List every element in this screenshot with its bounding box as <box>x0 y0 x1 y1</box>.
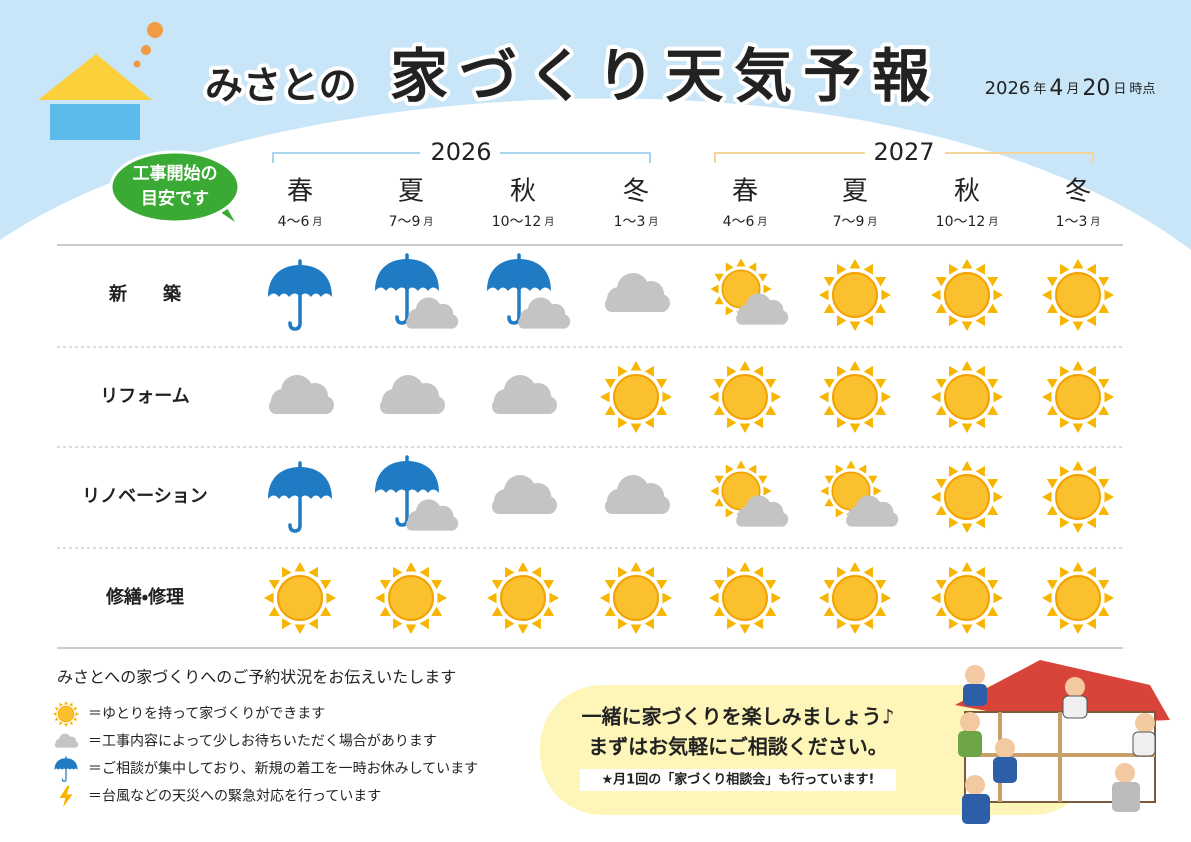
callout-note: ★月1回の「家づくり相談会」も行っています! <box>602 772 875 788</box>
month-unit: 月 <box>867 216 877 228</box>
legend-text: ＝ご相談が集中しており、新規の着工を一時お休みしています <box>88 760 478 777</box>
row-label: 新 築 <box>108 283 182 305</box>
row-label: リノベーション <box>82 486 208 507</box>
month-unit: 月 <box>1090 216 1100 228</box>
legend-heading: みさとへの家づくりへのご予約状況をお伝えいたします <box>57 668 456 687</box>
legend-text: ＝工事内容によって少しお待ちいただく場合があります <box>88 733 437 750</box>
month-range: 7～9 月 <box>389 214 434 230</box>
callout-text: 一緒に家づくりを楽しみましょう♪ <box>582 705 895 729</box>
month-range-value: 1～3 <box>614 214 646 230</box>
month-unit: 月 <box>988 216 998 228</box>
year-label: 2027 <box>873 138 934 166</box>
date-unit: 月 <box>1066 82 1079 97</box>
season: 春 <box>287 177 313 207</box>
season: 秋 <box>954 177 980 207</box>
month-range-value: 10～12 <box>936 214 986 230</box>
month-range-value: 4～6 <box>723 214 755 230</box>
month-range: 10～12 月 <box>936 214 999 230</box>
month-unit: 月 <box>757 216 767 228</box>
legend-text: ＝台風などの天災への緊急対応を行っています <box>88 789 381 805</box>
illustration <box>955 660 1170 824</box>
year-brackets <box>272 152 1094 163</box>
season: 夏 <box>398 177 424 207</box>
month-range-value: 1～3 <box>1056 214 1088 230</box>
season: 秋 <box>510 177 536 207</box>
year-label: 2026 <box>430 138 491 166</box>
month-range: 1～3 月 <box>1056 214 1101 230</box>
badge-text: 目安です <box>141 188 209 209</box>
season: 夏 <box>842 177 868 207</box>
date-month: 4 <box>1049 76 1063 101</box>
month-unit: 月 <box>648 216 658 228</box>
season: 春 <box>732 177 758 207</box>
month-range-value: 10～12 <box>492 214 542 230</box>
row-label: リフォーム <box>100 386 189 407</box>
logo <box>38 22 163 140</box>
row-label: 修繕・修理 <box>105 586 184 608</box>
title-small: みさとの <box>205 64 357 108</box>
date-year: 2026 <box>985 78 1031 99</box>
date-unit: 日 <box>1113 82 1126 97</box>
date: 2026 年 4 月 20 日時点 <box>985 76 1156 101</box>
month-range: 4～6 月 <box>723 214 768 230</box>
month-range: 7～9 月 <box>833 214 878 230</box>
callout: 一緒に家づくりを楽しみましょう♪ まずはお気軽にご相談ください。 ★月1回の「家… <box>540 685 1095 815</box>
month-range: 1～3 月 <box>614 214 659 230</box>
month-unit: 月 <box>423 216 433 228</box>
legend: ＝ゆとりを持って家づくりができます ＝工事内容によって少しお待ちいただく場合があり… <box>52 700 478 808</box>
month-range-value: 4～6 <box>278 214 310 230</box>
month-range: 4～6 月 <box>278 214 323 230</box>
month-range-value: 7～9 <box>833 214 865 230</box>
date-day: 20 <box>1082 76 1110 101</box>
month-unit: 月 <box>312 216 322 228</box>
date-suffix: 時点 <box>1129 82 1155 97</box>
legend-text: ＝ゆとりを持って家づくりができます <box>88 705 325 722</box>
season: 冬 <box>1065 177 1091 207</box>
callout-text: まずはお気軽にご相談ください。 <box>588 735 888 759</box>
season: 冬 <box>623 177 649 207</box>
badge-text: 工事開始の <box>133 163 218 184</box>
month-unit: 月 <box>544 216 554 228</box>
date-unit: 年 <box>1033 82 1046 97</box>
month-range-value: 7～9 <box>389 214 421 230</box>
month-range: 10～12 月 <box>492 214 555 230</box>
badge: 工事開始の 目安です <box>109 150 241 224</box>
